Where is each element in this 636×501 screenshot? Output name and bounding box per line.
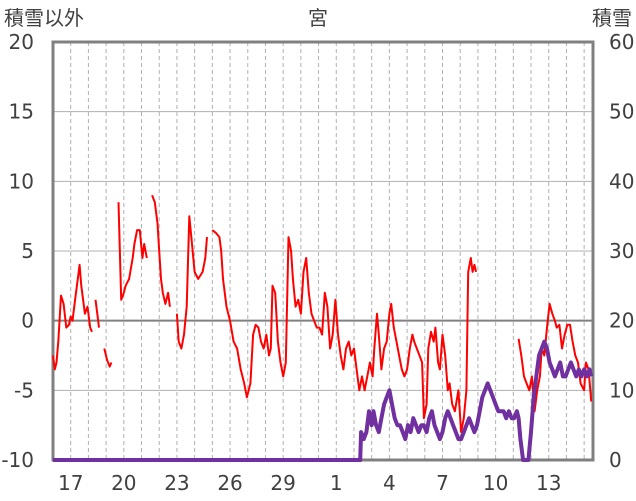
right-tick-label: 50 (609, 100, 634, 124)
left-tick-label: -10 (1, 448, 34, 472)
right-tick-label: 0 (609, 448, 622, 472)
right-axis-label: 積雪 (592, 6, 632, 30)
left-tick-label: 20 (9, 30, 34, 54)
right-axis-ticks: 60 50 40 30 20 10 0 (609, 30, 634, 472)
x-tick-label: 29 (270, 471, 295, 495)
temperature-line (103, 348, 113, 368)
left-tick-label: 15 (9, 100, 34, 124)
temperature-line (52, 263, 93, 371)
right-tick-label: 40 (609, 169, 634, 193)
temperature-line (211, 229, 478, 434)
x-tick-label: 20 (111, 471, 136, 495)
x-tick-label: 10 (483, 471, 508, 495)
x-axis-ticks: 17 20 23 26 29 1 4 7 10 13 (58, 471, 561, 495)
x-tick-label: 7 (436, 471, 449, 495)
temperature-series (52, 194, 593, 434)
x-tick-label: 26 (217, 471, 242, 495)
right-tick-label: 60 (609, 30, 634, 54)
x-tick-label: 1 (330, 471, 343, 495)
snow-depth-series (53, 339, 594, 462)
right-tick-label: 20 (609, 309, 634, 333)
left-tick-label: -5 (14, 378, 34, 402)
right-tick-label: 30 (609, 239, 634, 263)
left-axis-label: 積雪以外 (4, 6, 84, 30)
left-tick-label: 10 (9, 169, 34, 193)
right-tick-label: 10 (609, 378, 634, 402)
temperature-line (151, 194, 171, 307)
chart-title: 宮 (308, 6, 328, 30)
x-tick-label: 17 (58, 471, 83, 495)
x-tick-label: 23 (164, 471, 189, 495)
temperature-line (175, 215, 208, 350)
snow-depth-line (53, 339, 594, 462)
left-tick-label: 0 (21, 309, 34, 333)
left-axis-ticks: 20 15 10 5 0 -5 -10 (1, 30, 34, 472)
temperature-line (94, 299, 100, 328)
left-tick-label: 5 (21, 239, 34, 263)
x-tick-label: 13 (536, 471, 561, 495)
x-tick-label: 4 (383, 471, 396, 495)
temperature-line (117, 202, 148, 301)
